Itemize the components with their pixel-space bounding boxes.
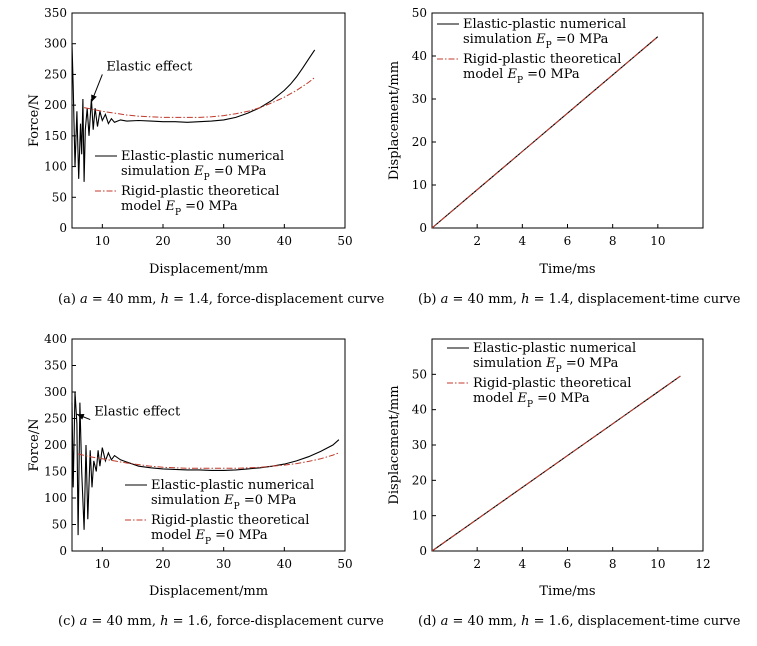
- x-tick-label: 2: [473, 557, 481, 571]
- legend-label: Elastic-plastic numerical: [463, 17, 626, 32]
- x-tick-label: 30: [216, 234, 231, 248]
- x-tick-label: 20: [155, 234, 170, 248]
- legend-label: model EP =0 MPa: [151, 528, 268, 547]
- annotation-label: Elastic effect: [94, 405, 181, 420]
- series-line-theoretical: [431, 375, 681, 552]
- x-tick-label: 6: [564, 557, 572, 571]
- y-tick-label: 350: [44, 359, 67, 373]
- y-tick-label: 50: [52, 518, 67, 532]
- legend-label: model EP =0 MPa: [121, 199, 238, 218]
- y-tick-label: 30: [412, 92, 427, 106]
- legend-label: simulation EP =0 MPa: [463, 32, 609, 51]
- y-tick-label: 200: [44, 438, 67, 452]
- x-axis-label: Time/ms: [539, 584, 595, 599]
- y-tick-label: 30: [412, 438, 427, 452]
- x-tick-label: 4: [519, 557, 527, 571]
- y-tick-label: 10: [412, 178, 427, 192]
- legend-label: Rigid-plastic theoretical: [463, 52, 621, 67]
- annotation-arrowhead: [91, 94, 97, 103]
- legend-label: simulation EP =0 MPa: [121, 164, 267, 183]
- y-tick-label: 250: [44, 67, 67, 81]
- y-tick-label: 20: [412, 135, 427, 149]
- y-tick-label: 0: [59, 221, 67, 235]
- legend-label: Elastic-plastic numerical: [473, 341, 636, 356]
- panel-caption: (b) a = 40 mm, h = 1.4, displacement-tim…: [418, 292, 741, 307]
- panel-c: 10 20 30 40 50 0 50 100 150 200 250 300 350 400 Displa…: [27, 332, 384, 629]
- legend-label: Rigid-plastic theoretical: [473, 376, 631, 391]
- panel-d: 2 4 6 8 10 12 0 10 20 30 40 50 Time/ms Displacement/m…: [387, 338, 741, 629]
- panel-b: 2 4 6 8 10 0 10 20 30 40 50 Time/ms Displacement/mm E…: [387, 6, 741, 307]
- legend-label: simulation EP =0 MPa: [151, 493, 297, 512]
- y-axis-label: Force/N: [27, 94, 42, 147]
- y-tick-label: 250: [44, 412, 67, 426]
- y-axis-label: Displacement/mm: [387, 385, 402, 504]
- y-tick-label: 300: [44, 37, 67, 51]
- y-tick-label: 200: [44, 98, 67, 112]
- y-tick-label: 10: [412, 509, 427, 523]
- x-tick-label: 6: [564, 234, 572, 248]
- y-tick-label: 0: [59, 544, 67, 558]
- y-tick-label: 150: [44, 465, 67, 479]
- legend-label: Rigid-plastic theoretical: [121, 184, 279, 199]
- x-tick-label: 30: [216, 557, 231, 571]
- x-tick-label: 40: [277, 557, 292, 571]
- x-axis-label: Time/ms: [539, 262, 595, 277]
- legend-label: model EP =0 MPa: [463, 67, 580, 86]
- annotation-arrowhead: [76, 414, 85, 420]
- y-tick-label: 0: [419, 544, 427, 558]
- x-tick-label: 10: [650, 557, 665, 571]
- legend-label: simulation EP =0 MPa: [473, 356, 619, 375]
- x-tick-label: 8: [609, 234, 617, 248]
- series-line-theoretical: [77, 452, 340, 469]
- x-tick-label: 50: [337, 557, 352, 571]
- x-tick-label: 40: [277, 234, 292, 248]
- y-tick-label: 300: [44, 385, 67, 399]
- x-tick-label: 50: [337, 234, 352, 248]
- x-tick-label: 20: [155, 557, 170, 571]
- x-tick-label: 10: [95, 557, 110, 571]
- series-line-theoretical: [84, 77, 316, 118]
- y-axis-label: Force/N: [27, 418, 42, 471]
- legend-label: Elastic-plastic numerical: [121, 149, 284, 164]
- x-tick-label: 10: [95, 234, 110, 248]
- y-tick-label: 50: [412, 6, 427, 20]
- y-tick-label: 50: [52, 190, 67, 204]
- x-axis-label: Displacement/mm: [149, 262, 268, 277]
- panel-a: 10 20 30 40 50 0 50 100 150 200 250 300 350 Displacem…: [27, 6, 385, 307]
- y-tick-label: 0: [419, 221, 427, 235]
- panel-caption: (a) a = 40 mm, h = 1.4, force-displaceme…: [58, 292, 385, 307]
- legend-label: model EP =0 MPa: [473, 391, 590, 410]
- y-tick-label: 100: [44, 491, 67, 505]
- series-line-theoretical: [431, 36, 659, 229]
- legend-label: Rigid-plastic theoretical: [151, 513, 309, 528]
- x-axis-label: Displacement/mm: [149, 584, 268, 599]
- x-tick-label: 4: [519, 234, 527, 248]
- y-tick-label: 40: [412, 403, 427, 417]
- panel-caption: (c) a = 40 mm, h = 1.6, force-displaceme…: [58, 614, 384, 629]
- x-tick-label: 8: [609, 557, 617, 571]
- y-tick-label: 150: [44, 129, 67, 143]
- y-tick-label: 50: [412, 367, 427, 381]
- y-tick-label: 40: [412, 49, 427, 63]
- x-tick-label: 12: [695, 557, 710, 571]
- panel-caption: (d) a = 40 mm, h = 1.6, displacement-tim…: [418, 614, 741, 629]
- y-tick-label: 400: [44, 332, 67, 346]
- legend-label: Elastic-plastic numerical: [151, 478, 314, 493]
- plot-frame: [71, 12, 346, 229]
- annotation-label: Elastic effect: [106, 59, 193, 74]
- y-axis-label: Displacement/mm: [387, 61, 402, 180]
- x-tick-label: 2: [473, 234, 481, 248]
- x-tick-label: 10: [650, 234, 665, 248]
- y-tick-label: 100: [44, 160, 67, 174]
- y-tick-label: 350: [44, 6, 67, 20]
- y-tick-label: 20: [412, 473, 427, 487]
